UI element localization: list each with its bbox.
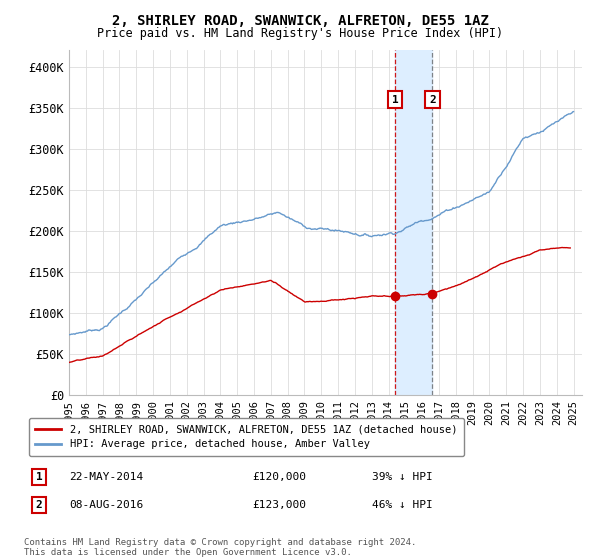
Text: 1: 1 (35, 472, 43, 482)
Text: 2: 2 (35, 500, 43, 510)
Legend: 2, SHIRLEY ROAD, SWANWICK, ALFRETON, DE55 1AZ (detached house), HPI: Average pri: 2, SHIRLEY ROAD, SWANWICK, ALFRETON, DE5… (29, 418, 464, 456)
Text: 2: 2 (429, 95, 436, 105)
Text: 46% ↓ HPI: 46% ↓ HPI (372, 500, 433, 510)
Text: Contains HM Land Registry data © Crown copyright and database right 2024.
This d: Contains HM Land Registry data © Crown c… (24, 538, 416, 557)
Bar (395, 50, 433, 395)
Text: 1: 1 (392, 95, 398, 105)
Text: 39% ↓ HPI: 39% ↓ HPI (372, 472, 433, 482)
Text: 2, SHIRLEY ROAD, SWANWICK, ALFRETON, DE55 1AZ: 2, SHIRLEY ROAD, SWANWICK, ALFRETON, DE5… (112, 14, 488, 28)
Text: 22-MAY-2014: 22-MAY-2014 (69, 472, 143, 482)
Text: 08-AUG-2016: 08-AUG-2016 (69, 500, 143, 510)
Text: £123,000: £123,000 (252, 500, 306, 510)
Text: Price paid vs. HM Land Registry's House Price Index (HPI): Price paid vs. HM Land Registry's House … (97, 27, 503, 40)
Text: £120,000: £120,000 (252, 472, 306, 482)
